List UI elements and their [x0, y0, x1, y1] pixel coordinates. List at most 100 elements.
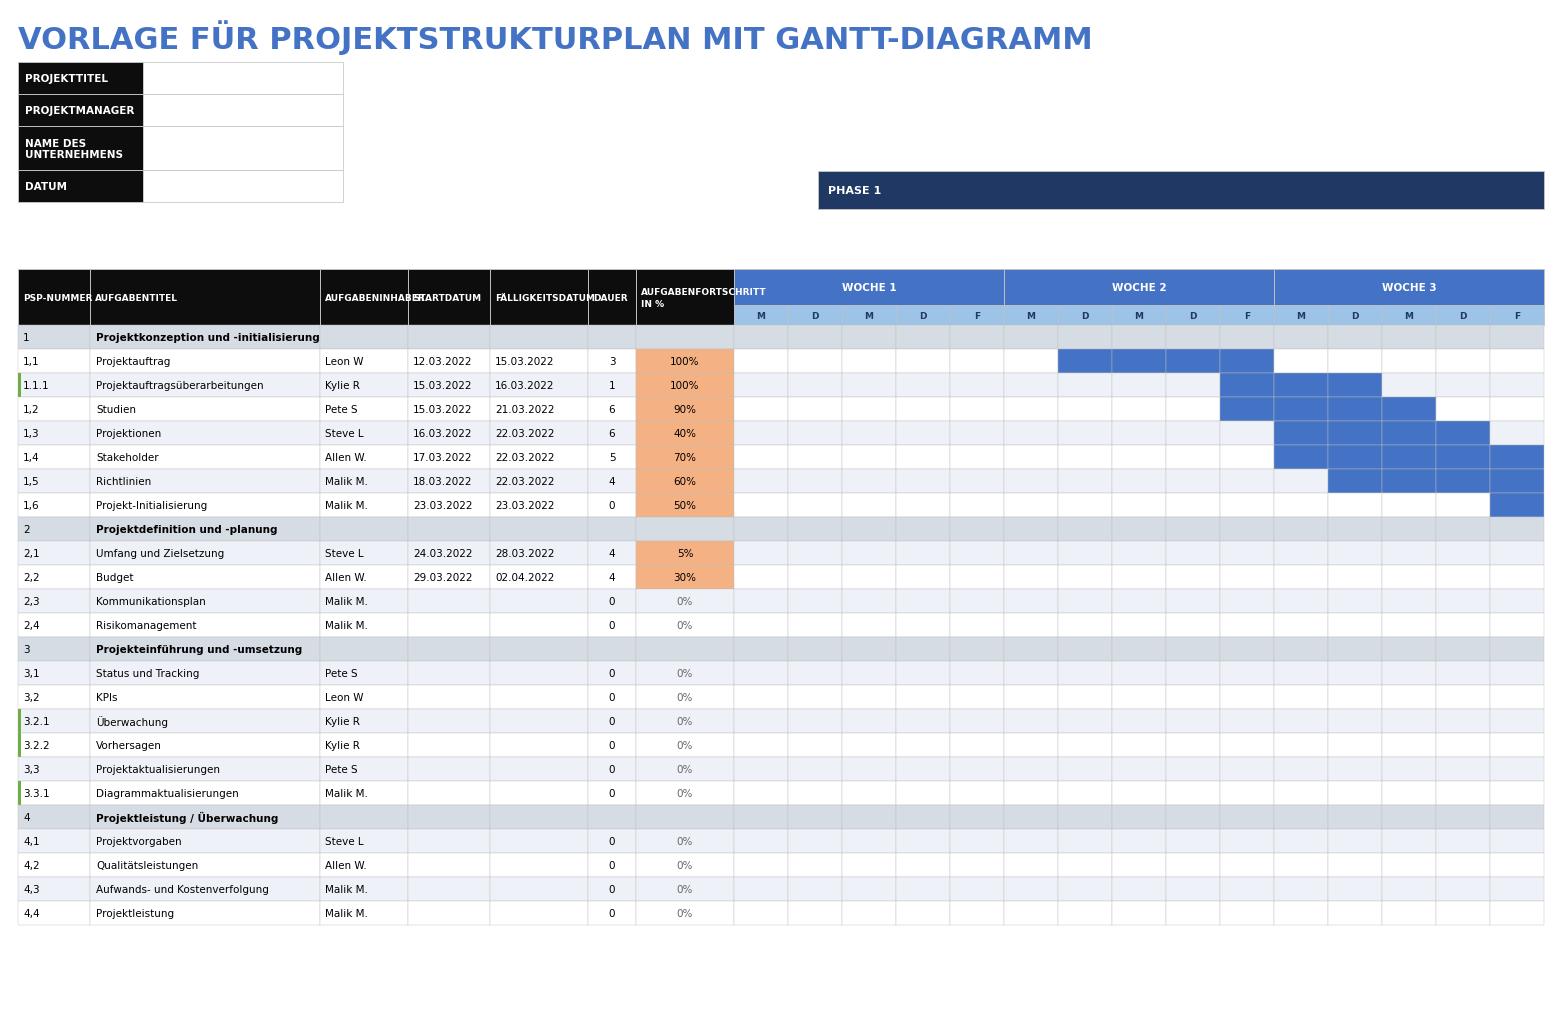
Text: PROJEKTTITEL: PROJEKTTITEL [25, 74, 108, 84]
Bar [1435, 589, 1490, 614]
Text: Kylie R: Kylie R [325, 380, 359, 390]
Bar [1220, 326, 1275, 350]
Bar [1112, 757, 1165, 782]
Bar [787, 757, 842, 782]
Text: 22.03.2022: 22.03.2022 [495, 429, 555, 439]
Bar [636, 829, 734, 853]
Bar [787, 422, 842, 446]
Text: D: D [1459, 311, 1467, 320]
Text: Projektvorgaben: Projektvorgaben [95, 836, 181, 846]
Bar [1004, 637, 1057, 661]
Bar [1382, 901, 1435, 925]
Bar [587, 782, 636, 805]
Bar [897, 782, 950, 805]
Text: 5: 5 [609, 453, 615, 463]
Text: 90%: 90% [673, 404, 697, 415]
Text: M: M [756, 311, 765, 320]
Text: Richtlinien: Richtlinien [95, 476, 152, 486]
Bar [842, 542, 897, 565]
Bar [320, 493, 408, 518]
Text: PHASE 1: PHASE 1 [828, 186, 881, 196]
Bar [897, 374, 950, 397]
Bar [1435, 446, 1490, 469]
Bar [1490, 589, 1543, 614]
Bar [950, 446, 1004, 469]
Bar [1490, 469, 1543, 493]
Text: 22.03.2022: 22.03.2022 [495, 453, 555, 463]
Bar [636, 614, 734, 637]
Text: 3.2.2: 3.2.2 [23, 740, 50, 750]
Bar [734, 733, 787, 757]
Bar [19, 397, 91, 422]
Bar [734, 397, 787, 422]
Bar [1112, 782, 1165, 805]
Bar [91, 853, 320, 878]
Bar [787, 733, 842, 757]
Bar [1220, 542, 1275, 565]
Bar [636, 422, 734, 446]
Bar [1004, 589, 1057, 614]
Bar [1275, 853, 1328, 878]
Bar [1057, 710, 1112, 733]
Bar [490, 422, 587, 446]
Text: Projektdefinition und -planung: Projektdefinition und -planung [95, 525, 278, 535]
Bar [408, 661, 490, 685]
Bar [587, 685, 636, 710]
Text: 0%: 0% [676, 885, 694, 894]
Bar [1275, 493, 1328, 518]
Text: 4: 4 [609, 476, 615, 486]
Bar [408, 685, 490, 710]
Bar [408, 637, 490, 661]
Bar [1435, 661, 1490, 685]
Bar [1165, 614, 1220, 637]
Bar [842, 305, 897, 326]
Bar [19, 733, 91, 757]
Text: 24.03.2022: 24.03.2022 [412, 548, 472, 558]
Bar [897, 733, 950, 757]
Bar [897, 637, 950, 661]
Bar [1328, 614, 1382, 637]
Text: 21.03.2022: 21.03.2022 [495, 404, 555, 415]
Bar [1165, 589, 1220, 614]
Bar [897, 469, 950, 493]
Bar [320, 518, 408, 542]
Bar [636, 565, 734, 589]
Bar [1220, 374, 1275, 397]
Bar [1275, 637, 1328, 661]
Text: 0%: 0% [676, 693, 694, 703]
Bar [19, 350, 91, 374]
Text: DAUER: DAUER [594, 293, 628, 302]
Bar [19, 518, 91, 542]
Bar [1490, 685, 1543, 710]
Bar [950, 565, 1004, 589]
Bar [587, 565, 636, 589]
Bar [1275, 350, 1328, 374]
Bar [1435, 469, 1490, 493]
Bar [1328, 661, 1382, 685]
Bar [490, 446, 587, 469]
Bar [1057, 853, 1112, 878]
Bar [842, 805, 897, 829]
Bar [19, 757, 91, 782]
Text: Kommunikationsplan: Kommunikationsplan [95, 596, 206, 607]
Text: 0: 0 [609, 740, 615, 750]
Bar [1490, 493, 1543, 518]
Bar [1490, 374, 1543, 397]
Text: Pete S: Pete S [325, 404, 358, 415]
Bar [1165, 493, 1220, 518]
Bar [91, 733, 320, 757]
Bar [842, 782, 897, 805]
Text: 1.1.1: 1.1.1 [23, 380, 50, 390]
Text: 2,4: 2,4 [23, 621, 39, 631]
Bar [1328, 637, 1382, 661]
Bar [19, 270, 91, 326]
Bar [787, 397, 842, 422]
Text: 100%: 100% [670, 380, 700, 390]
Bar [1435, 782, 1490, 805]
Bar [1490, 661, 1543, 685]
Bar [1165, 853, 1220, 878]
Bar [1435, 493, 1490, 518]
Text: AUFGABENINHABER: AUFGABENINHABER [325, 293, 426, 302]
Text: 0%: 0% [676, 716, 694, 726]
Text: 02.04.2022: 02.04.2022 [495, 572, 555, 582]
